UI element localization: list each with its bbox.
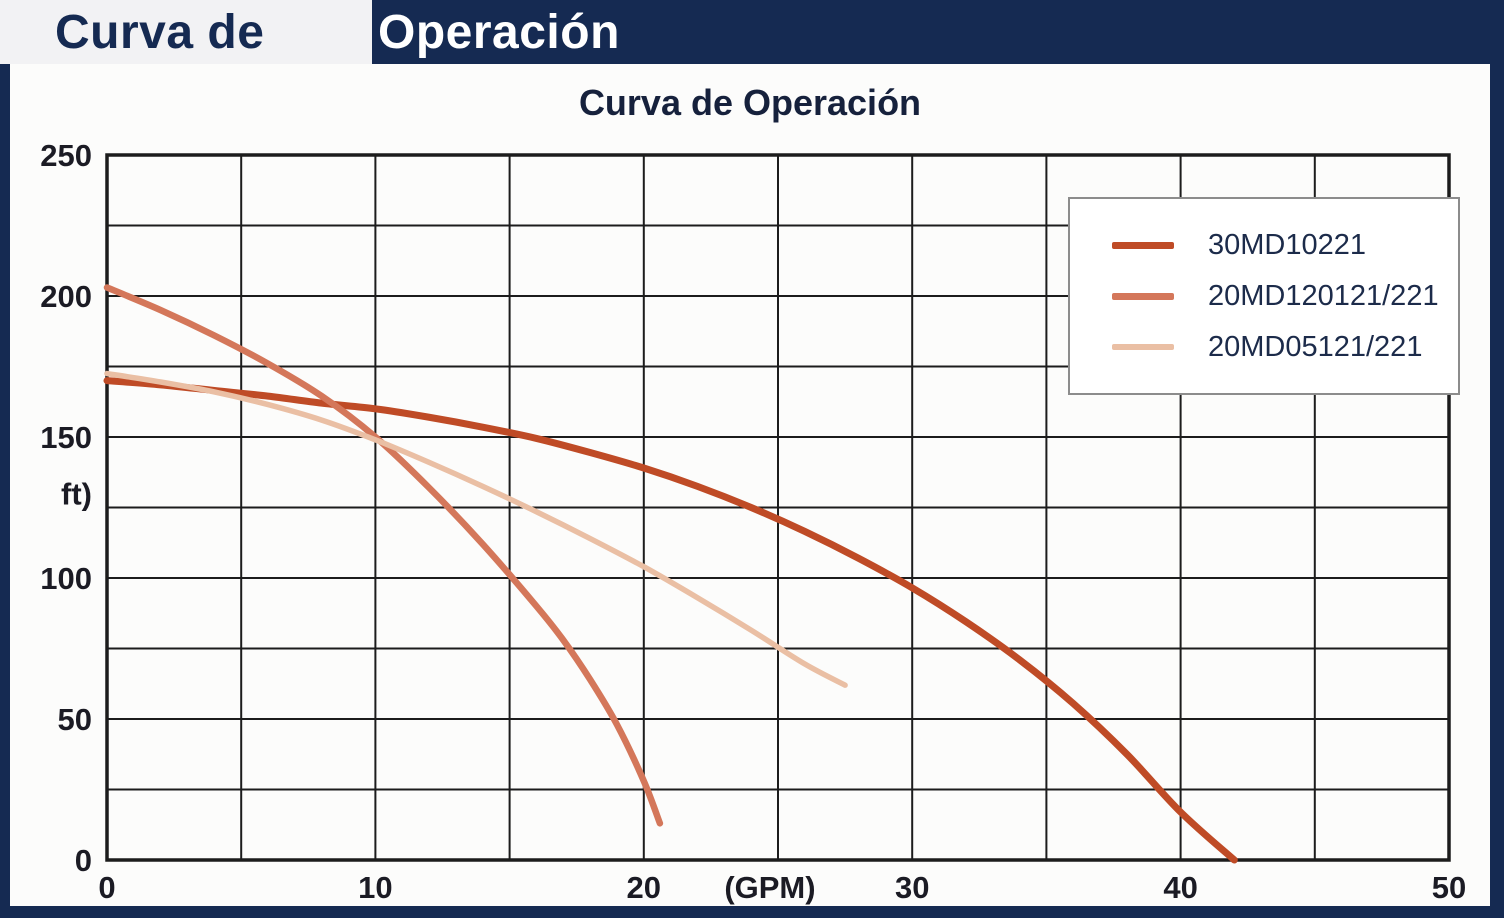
legend-item: 30MD10221	[1112, 229, 1458, 262]
page-title-operacion: Operación	[378, 5, 620, 59]
legend-line-swatch-series1	[1112, 241, 1174, 249]
y-tick-label: 250	[40, 138, 92, 173]
chart-legend: 30MD10221 20MD120121/221 20MD05121/221	[1068, 197, 1460, 395]
y-tick-label: 100	[40, 561, 92, 596]
x-tick-label: 20	[627, 870, 661, 905]
y-axis-unit-label: ft)	[61, 476, 92, 511]
legend-line-swatch-series3	[1112, 344, 1174, 350]
chart-title: Curva de Operación	[578, 82, 922, 123]
series-curve-3	[104, 370, 848, 688]
series-curve-2	[103, 284, 664, 827]
legend-label: 30MD10221	[1208, 228, 1366, 261]
legend-item: 20MD05121/221	[1112, 331, 1458, 364]
x-tick-label: 0	[98, 870, 115, 905]
chart-panel: 0 50 100 150 200 250 0 10 20 30 40 50 ft) (GPM) Curva…	[10, 64, 1490, 906]
x-tick-label: 40	[1163, 870, 1197, 905]
plot-border	[105, 153, 1451, 862]
header-highlight: Curva de	[0, 0, 372, 64]
x-tick-label: 10	[358, 870, 392, 905]
legend-label: 20MD120121/221	[1208, 279, 1439, 312]
y-tick-label: 0	[75, 843, 92, 878]
series-curve-1	[103, 377, 1238, 864]
y-tick-label: 150	[40, 420, 92, 455]
legend-line-swatch-series2	[1112, 292, 1174, 300]
page-title-curva-de: Curva de	[55, 5, 265, 59]
pump-curve-chart: 0 50 100 150 200 250 0 10 20 30 40 50 ft) (GPM)	[40, 138, 1466, 905]
x-tick-label: 50	[1432, 870, 1466, 905]
legend-label: 20MD05121/221	[1208, 330, 1423, 363]
y-tick-label: 200	[40, 279, 92, 314]
x-tick-label: 30	[895, 870, 929, 905]
x-axis-unit-label: (GPM)	[724, 870, 815, 905]
legend-item: 20MD120121/221	[1112, 280, 1458, 313]
y-tick-label: 50	[58, 702, 92, 737]
